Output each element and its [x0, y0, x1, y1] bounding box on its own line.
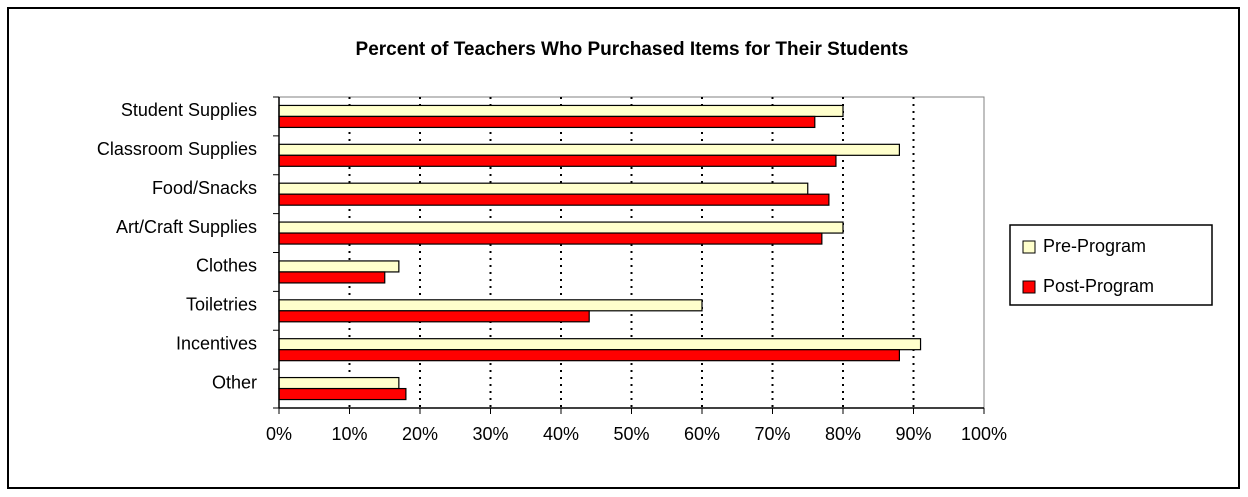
- x-tick-label: 60%: [684, 424, 720, 444]
- bar: [278, 104, 844, 118]
- bar: [278, 387, 407, 401]
- y-tick-label: Food/Snacks: [152, 178, 257, 198]
- bar: [278, 376, 400, 390]
- legend-label: Post-Program: [1043, 276, 1154, 296]
- bar: [278, 271, 386, 284]
- x-tick-label: 80%: [825, 424, 861, 444]
- legend-swatch: [1022, 240, 1036, 254]
- x-tick-label: 70%: [754, 424, 790, 444]
- bar: [278, 310, 590, 323]
- x-tick-label: 40%: [543, 424, 579, 444]
- bar: [278, 154, 837, 167]
- bar: [278, 115, 816, 129]
- x-tick-label: 90%: [895, 424, 931, 444]
- bar: [278, 182, 809, 195]
- bar: [278, 193, 830, 206]
- y-tick-label: Incentives: [176, 333, 257, 353]
- bar: [278, 143, 901, 156]
- x-tick-label: 100%: [961, 424, 1007, 444]
- x-tick-label: 10%: [331, 424, 367, 444]
- y-tick-label: Student Supplies: [121, 100, 257, 120]
- y-tick-label: Toiletries: [186, 295, 257, 315]
- y-tick-label: Other: [212, 372, 257, 392]
- legend-box: [1009, 224, 1213, 306]
- y-tick-label: Clothes: [196, 256, 257, 276]
- bar: [278, 232, 823, 245]
- bar: [278, 299, 703, 312]
- legend-swatch: [1022, 280, 1036, 294]
- y-tick-label: Art/Craft Supplies: [116, 217, 257, 237]
- bar: [278, 338, 922, 351]
- chart-title: Percent of Teachers Who Purchased Items …: [356, 39, 909, 60]
- bar: [278, 221, 844, 234]
- x-tick-label: 0%: [266, 424, 292, 444]
- bar: [278, 349, 901, 362]
- x-tick-label: 20%: [402, 424, 438, 444]
- y-tick-label: Classroom Supplies: [97, 139, 257, 159]
- x-tick-label: 50%: [613, 424, 649, 444]
- bar: [278, 260, 400, 273]
- legend-label: Pre-Program: [1043, 236, 1146, 256]
- x-tick-label: 30%: [472, 424, 508, 444]
